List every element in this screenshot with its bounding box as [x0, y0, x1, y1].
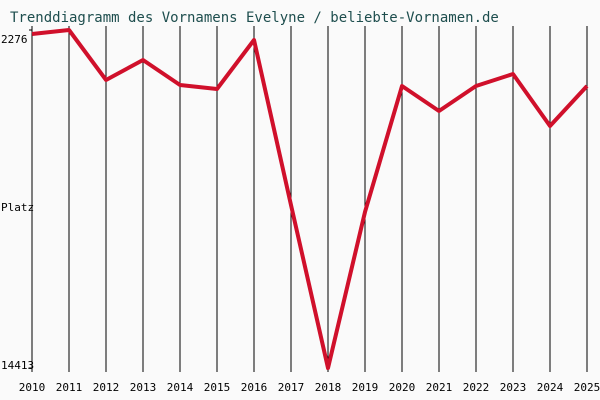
x-tick-label: 2023: [500, 381, 527, 394]
x-tick-label: 2024: [537, 381, 564, 394]
x-tick-label: 2018: [315, 381, 342, 394]
y-tick-label: 2276: [1, 33, 28, 46]
x-tick-label: 2012: [93, 381, 120, 394]
x-tick-label: 2010: [19, 381, 46, 394]
chart-title: Trenddiagramm des Vornamens Evelyne / be…: [10, 10, 499, 26]
x-tick-label: 2011: [56, 381, 83, 394]
x-tick-label: 2021: [426, 381, 453, 394]
x-tick-label: 2015: [204, 381, 231, 394]
data-line: [31, 28, 589, 370]
x-tick-label: 2016: [241, 381, 268, 394]
x-tick-label: 2022: [463, 381, 490, 394]
x-tick-label: 2020: [389, 381, 416, 394]
y-tick-label: 14413: [1, 359, 34, 372]
x-tick-label: 2017: [278, 381, 305, 394]
x-tick-label: 2025: [574, 381, 600, 394]
x-tick-label: 2014: [167, 381, 194, 394]
x-tick-label: 2013: [130, 381, 157, 394]
x-tick-label: 2019: [352, 381, 379, 394]
y-axis-label: Platz: [1, 201, 34, 214]
